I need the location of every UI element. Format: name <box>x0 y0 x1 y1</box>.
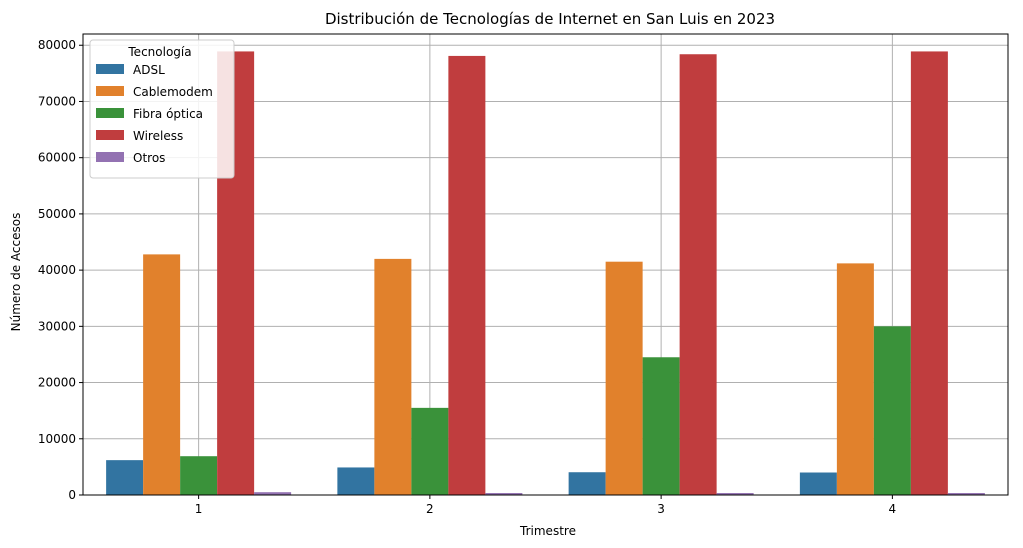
bar-cablemodem-q1 <box>143 254 181 495</box>
y-tick-label: 50000 <box>38 207 76 221</box>
legend-title: Tecnología <box>127 45 191 59</box>
y-axis-label: Número de Accesos <box>9 213 23 332</box>
bar-fibra-óptica-q4 <box>873 326 911 495</box>
bars <box>106 51 985 496</box>
y-tick-label: 80000 <box>38 38 76 52</box>
y-tick-label: 0 <box>68 488 76 502</box>
x-tick-label: 4 <box>889 502 897 516</box>
bar-otros-q3 <box>716 493 754 495</box>
bar-otros-q2 <box>485 493 523 495</box>
legend-swatch <box>96 64 124 74</box>
bar-wireless-q3 <box>679 54 717 496</box>
y-tick-label: 10000 <box>38 432 76 446</box>
y-tick-label: 20000 <box>38 376 76 390</box>
y-tick-label: 40000 <box>38 263 76 277</box>
legend-label: Wireless <box>133 129 183 143</box>
bar-fibra-óptica-q3 <box>642 357 680 495</box>
legend-label: Otros <box>133 151 165 165</box>
bar-adsl-q3 <box>568 472 606 495</box>
legend-label: Cablemodem <box>133 85 213 99</box>
y-tick-label: 70000 <box>38 94 76 108</box>
legend-swatch <box>96 108 124 118</box>
bar-fibra-óptica-q2 <box>411 407 449 495</box>
legend-label: Fibra óptica <box>133 107 203 121</box>
bar-adsl-q1 <box>106 460 144 495</box>
bar-cablemodem-q4 <box>836 263 874 495</box>
y-tick-label: 30000 <box>38 319 76 333</box>
bar-otros-q1 <box>254 492 292 495</box>
legend-swatch <box>96 86 124 96</box>
x-tick-label: 2 <box>426 502 434 516</box>
x-axis-label: Trimestre <box>519 524 576 538</box>
x-tick-label: 1 <box>195 502 203 516</box>
legend: Tecnología ADSL Cablemodem Fibra óptica Wir… <box>89 39 235 179</box>
bar-cablemodem-q3 <box>605 261 643 495</box>
y-tick-label: 60000 <box>38 151 76 165</box>
bar-fibra-óptica-q1 <box>180 456 218 495</box>
bar-cablemodem-q2 <box>374 258 412 495</box>
legend-label: ADSL <box>133 63 165 77</box>
plot-frame <box>82 33 1009 496</box>
bar-otros-q4 <box>947 493 985 495</box>
legend-swatch <box>96 152 124 162</box>
bar-adsl-q2 <box>337 467 375 495</box>
legend-box <box>89 39 235 179</box>
axis-ticks: 0 10000 20000 30000 40000 50000 60000 70000 8000… <box>38 38 896 516</box>
legend-swatch <box>96 130 124 140</box>
chart-title: Distribución de Tecnologías de Internet … <box>325 10 775 28</box>
x-tick-label: 3 <box>657 502 665 516</box>
bar-wireless-q4 <box>910 51 948 496</box>
bar-adsl-q4 <box>799 472 837 495</box>
bar-wireless-q2 <box>448 55 486 496</box>
